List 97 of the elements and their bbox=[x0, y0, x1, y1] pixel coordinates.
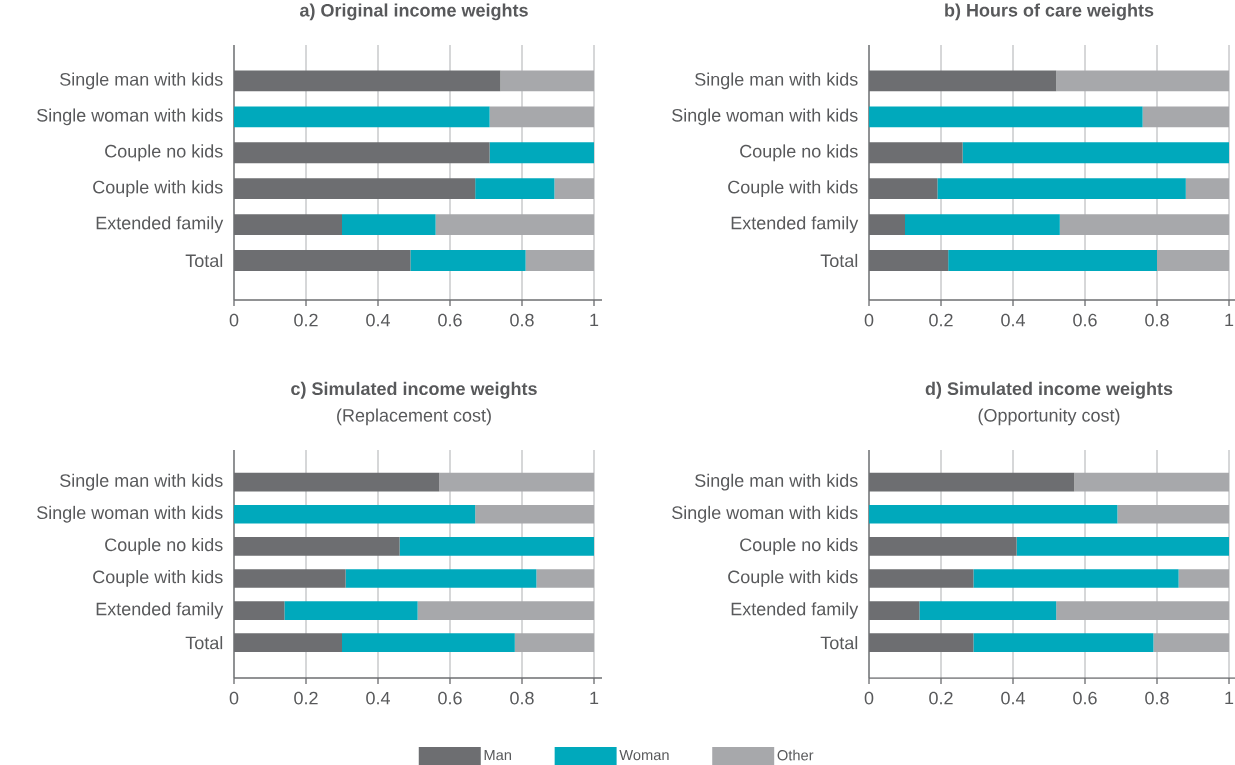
bar bbox=[962, 142, 1230, 164]
bar bbox=[489, 142, 595, 164]
x-tick-label: 0 bbox=[229, 691, 239, 705]
x-tick-label: 0.6 bbox=[1073, 313, 1097, 327]
y-tick-label: Couple no kids bbox=[740, 144, 858, 162]
bar bbox=[417, 601, 595, 620]
bar bbox=[869, 504, 1118, 524]
y-tick-label: Single man with kids bbox=[60, 72, 223, 90]
y-tick-label: Couple with kids bbox=[93, 570, 223, 587]
x-tick-label: 0.6 bbox=[438, 313, 462, 327]
x-tick-label: 0.4 bbox=[1001, 313, 1025, 327]
x-tick-label: 0.8 bbox=[1145, 691, 1169, 705]
bar bbox=[342, 214, 436, 235]
y-tick-label: Single woman with kids bbox=[672, 108, 858, 126]
x-tick-label: 0.6 bbox=[1073, 691, 1097, 705]
y-tick-label: Total bbox=[820, 253, 858, 268]
x-tick-label: 0 bbox=[864, 691, 874, 705]
bar bbox=[1059, 214, 1230, 235]
y-tick-label: Single man with kids bbox=[60, 473, 223, 491]
x-tick-label: 0.4 bbox=[1001, 691, 1025, 705]
bar bbox=[410, 250, 526, 271]
bar bbox=[284, 601, 418, 620]
bar bbox=[919, 601, 1057, 620]
chart-title: d) Simulated income weights bbox=[925, 381, 1173, 399]
bar bbox=[399, 537, 595, 556]
chart-subtitle: (Opportunity cost) bbox=[978, 408, 1120, 426]
y-tick-label: Couple no kids bbox=[105, 144, 223, 162]
x-tick-label: 1 bbox=[590, 313, 599, 327]
bar bbox=[869, 106, 1143, 128]
bar bbox=[1117, 504, 1229, 524]
x-tick-label: 1 bbox=[1225, 691, 1234, 705]
bar bbox=[1056, 601, 1229, 620]
bar bbox=[234, 106, 490, 128]
y-tick-label: Extended family bbox=[731, 602, 859, 619]
chart-subtitle: (Replacement cost) bbox=[337, 408, 491, 426]
bar bbox=[554, 178, 595, 200]
bar bbox=[1157, 250, 1230, 271]
y-tick-label: Single woman with kids bbox=[37, 505, 223, 523]
bar bbox=[345, 569, 537, 588]
bar bbox=[1178, 569, 1229, 588]
bar bbox=[234, 504, 476, 524]
bar bbox=[475, 178, 555, 200]
bar bbox=[905, 214, 1060, 235]
y-tick-label: Couple no kids bbox=[105, 537, 223, 555]
bar bbox=[1056, 70, 1230, 92]
bar bbox=[1142, 106, 1230, 128]
bar bbox=[525, 250, 595, 271]
y-tick-label: Couple with kids bbox=[728, 570, 858, 587]
x-tick-label: 0.2 bbox=[929, 691, 953, 705]
x-tick-label: 0.8 bbox=[1145, 313, 1169, 327]
y-tick-label: Total bbox=[185, 636, 223, 650]
x-tick-label: 0.4 bbox=[366, 691, 390, 705]
bar bbox=[1185, 178, 1230, 200]
bar bbox=[1016, 537, 1229, 556]
bar bbox=[439, 472, 595, 492]
y-tick-label: Extended family bbox=[96, 602, 224, 619]
y-tick-label: Total bbox=[820, 636, 858, 650]
bar bbox=[514, 633, 595, 652]
bar bbox=[435, 214, 595, 235]
bar bbox=[500, 70, 595, 92]
y-tick-label: Extended family bbox=[731, 216, 859, 233]
bar bbox=[475, 504, 595, 524]
bar bbox=[948, 250, 1158, 271]
y-tick-label: Couple with kids bbox=[728, 180, 858, 198]
x-tick-label: 0.2 bbox=[929, 313, 953, 327]
x-tick-label: 0.2 bbox=[294, 691, 318, 705]
y-tick-label: Single woman with kids bbox=[37, 108, 223, 126]
y-tick-label: Single man with kids bbox=[695, 72, 858, 90]
y-tick-label: Couple no kids bbox=[740, 537, 858, 555]
y-tick-label: Extended family bbox=[96, 216, 224, 233]
x-tick-label: 0.6 bbox=[438, 691, 462, 705]
legend-label: Woman bbox=[619, 749, 669, 761]
x-tick-label: 0.8 bbox=[510, 313, 534, 327]
y-tick-label: Single woman with kids bbox=[672, 505, 858, 523]
x-tick-label: 0.8 bbox=[510, 691, 534, 705]
chart-title: c) Simulated income weights bbox=[291, 381, 537, 399]
x-tick-label: 1 bbox=[590, 691, 599, 705]
x-tick-label: 0.4 bbox=[366, 313, 390, 327]
bar bbox=[937, 178, 1186, 200]
chart-title: b) Hours of care weights bbox=[945, 3, 1154, 21]
bar bbox=[973, 569, 1179, 588]
x-tick-label: 1 bbox=[1225, 313, 1234, 327]
bar bbox=[1153, 633, 1229, 652]
bar bbox=[489, 106, 595, 128]
x-tick-label: 0.2 bbox=[294, 313, 318, 327]
x-tick-label: 0 bbox=[864, 313, 874, 327]
bar bbox=[536, 569, 595, 588]
legend-label: Other bbox=[777, 749, 814, 761]
legend-label: Man bbox=[484, 749, 511, 761]
bar bbox=[973, 633, 1154, 652]
chart-title: a) Original income weights bbox=[300, 3, 528, 21]
bar bbox=[1074, 472, 1229, 492]
y-tick-label: Couple with kids bbox=[93, 180, 223, 198]
x-tick-label: 0 bbox=[229, 313, 239, 327]
y-tick-label: Single man with kids bbox=[695, 473, 858, 491]
bar bbox=[342, 633, 515, 652]
y-tick-label: Total bbox=[185, 253, 223, 268]
